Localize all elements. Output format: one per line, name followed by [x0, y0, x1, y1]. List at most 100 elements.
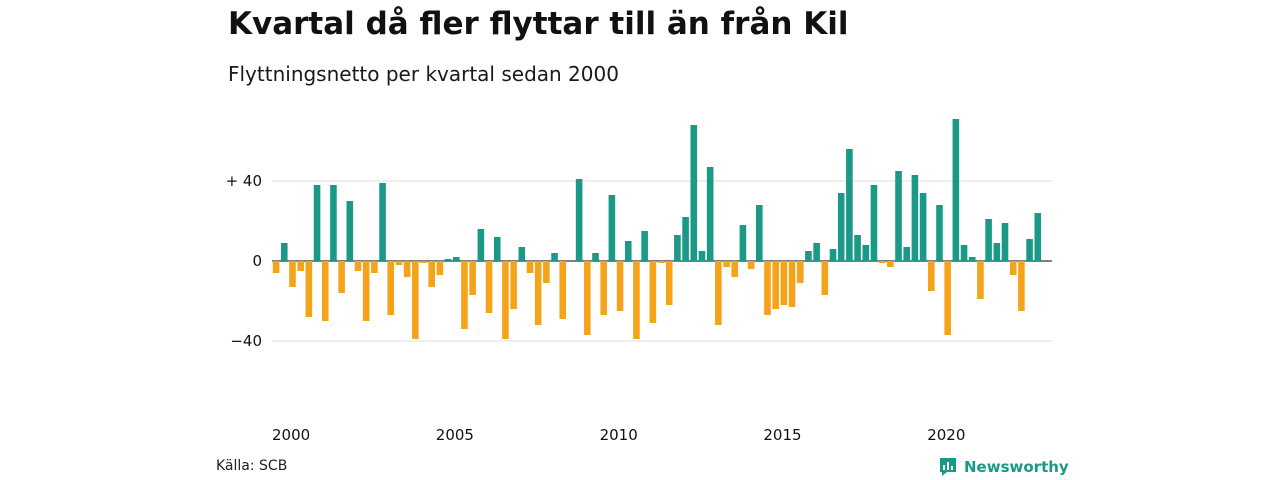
bar [1001, 223, 1009, 261]
bar [911, 175, 919, 261]
chart-title: Kvartal då fler flyttar till än från Kil [228, 6, 849, 42]
bar [944, 261, 951, 335]
y-tick-label: −40 [230, 332, 262, 350]
bar [354, 261, 362, 271]
bar [592, 253, 599, 261]
bar [379, 183, 386, 261]
bar [870, 185, 878, 261]
bar [297, 261, 304, 271]
bar [1034, 213, 1042, 261]
bar [534, 261, 542, 325]
bar [272, 261, 280, 273]
x-tick-label: 2020 [927, 426, 965, 444]
bar [706, 167, 714, 261]
bar [420, 261, 427, 263]
bar [1018, 261, 1025, 311]
bar [493, 237, 501, 261]
bar [624, 241, 632, 261]
bar [616, 261, 624, 311]
bar [412, 261, 419, 339]
bar [747, 261, 755, 269]
bar [723, 261, 730, 267]
bar [551, 253, 558, 261]
bar [952, 119, 960, 261]
bar [903, 247, 911, 261]
bar [796, 261, 804, 283]
bar [608, 195, 616, 261]
bar [362, 261, 370, 321]
bar [854, 235, 861, 261]
bar [649, 261, 657, 323]
bar [772, 261, 779, 309]
bar [403, 261, 411, 277]
bars [272, 119, 1042, 339]
bar [862, 245, 870, 261]
x-tick-label: 2015 [763, 426, 801, 444]
bar [584, 261, 591, 335]
bar [895, 171, 902, 261]
bar [993, 243, 1001, 261]
bar [985, 219, 992, 261]
bar [715, 261, 722, 325]
bar [502, 261, 509, 339]
bar [518, 247, 526, 261]
bar [887, 261, 894, 267]
axis-labels: −40 0 + 40 2000 2005 2010 2015 2020 [226, 172, 966, 444]
bar [927, 261, 935, 291]
bar [469, 261, 476, 295]
bar [657, 261, 665, 263]
bar [461, 261, 468, 329]
brand-logo: Newsworthy [938, 457, 1069, 477]
bar [731, 261, 739, 277]
bar [968, 257, 976, 261]
y-tick-label: + 40 [226, 172, 262, 190]
x-tick-label: 2000 [272, 426, 310, 444]
y-tick-label: 0 [252, 252, 262, 270]
bar [756, 205, 763, 261]
bar [641, 231, 648, 261]
chart-subtitle: Flyttningsnetto per kvartal sedan 2000 [228, 62, 619, 86]
bar [960, 245, 968, 261]
bar [674, 235, 681, 261]
bar [829, 249, 837, 261]
x-tick-label: 2010 [600, 426, 638, 444]
bar [330, 185, 337, 261]
bar [387, 261, 395, 315]
bar [698, 251, 706, 261]
bar [788, 261, 796, 307]
bar [477, 229, 485, 261]
bar [1009, 261, 1017, 275]
bar [1026, 239, 1033, 261]
bar [452, 257, 460, 261]
bar [780, 261, 788, 305]
bar [878, 261, 886, 263]
bar [305, 261, 313, 317]
bar [436, 261, 444, 275]
brand-name: Newsworthy [964, 458, 1069, 476]
bar [371, 261, 378, 273]
newsworthy-logo-icon [940, 458, 956, 476]
bar [321, 261, 329, 321]
source-label: Källa: SCB [216, 458, 288, 474]
bar [346, 201, 354, 261]
bar [919, 193, 927, 261]
bar [510, 261, 517, 309]
bar [280, 243, 288, 261]
bar [395, 261, 403, 265]
bar [428, 261, 436, 287]
bar [485, 261, 493, 313]
bar [289, 261, 296, 287]
bar [739, 225, 747, 261]
bar [936, 205, 943, 261]
bar [764, 261, 771, 315]
bar [846, 149, 853, 261]
bar [313, 185, 321, 261]
bar [690, 125, 698, 261]
bar [821, 261, 829, 295]
bar [575, 179, 583, 261]
bar [444, 259, 452, 261]
bar [813, 243, 820, 261]
bar [543, 261, 550, 283]
bar [526, 261, 534, 273]
